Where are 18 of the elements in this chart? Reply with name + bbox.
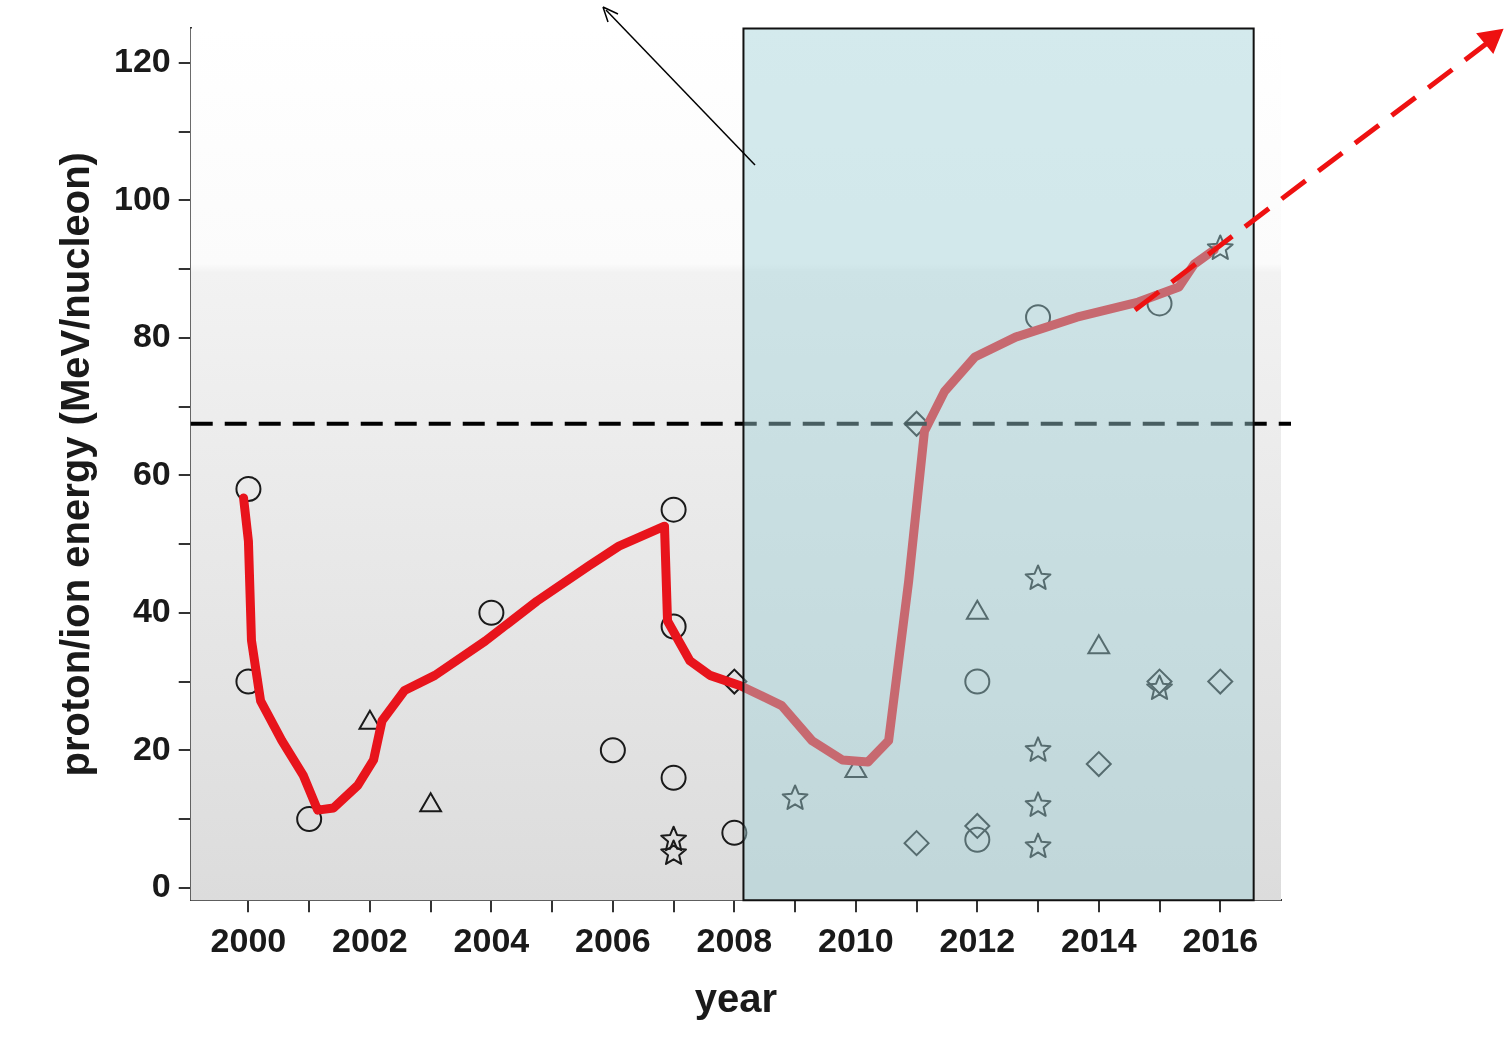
x-tick-label: 2014 <box>1060 920 1137 959</box>
y-tick-label: 80 <box>132 316 171 355</box>
y-tick-label: 60 <box>132 453 171 492</box>
x-tick-label: 2012 <box>939 920 1016 959</box>
x-tick-label: 2006 <box>575 920 651 959</box>
x-tick-label: 2016 <box>1182 920 1259 959</box>
y-tick-label: 40 <box>132 591 171 630</box>
x-tick-label: 2010 <box>818 920 894 959</box>
x-tick-label: 2002 <box>332 920 408 959</box>
y-tick-label: 120 <box>113 41 171 80</box>
y-axis-title: proton/ion energy (MeV/nucleon) <box>53 152 98 777</box>
x-axis-title: year <box>694 976 778 1021</box>
x-tick-label: 2008 <box>696 920 773 959</box>
y-tick-label: 100 <box>113 178 171 217</box>
x-tick-label: 2004 <box>453 920 530 959</box>
y-tick-label: 20 <box>132 728 171 767</box>
x-tick-label: 2000 <box>210 920 287 959</box>
y-tick-label: 0 <box>151 866 171 905</box>
